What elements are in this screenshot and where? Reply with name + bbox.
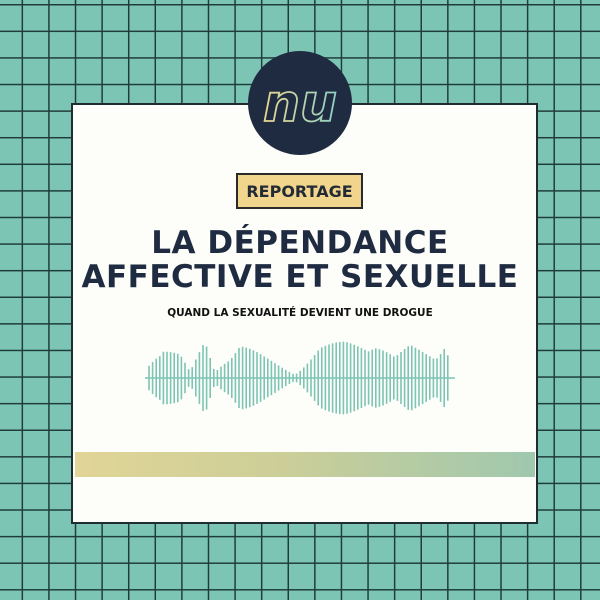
nu-logo-icon: nu <box>262 73 338 133</box>
title-line-2: AFFECTIVE ET SEXUELLE <box>81 259 519 295</box>
progress-bar[interactable] <box>75 452 535 477</box>
svg-text:nu: nu <box>263 74 337 133</box>
episode-subtitle: QUAND LA SEXUALITÉ DEVIENT UNE DROGUE <box>167 307 433 319</box>
nu-logo: nu <box>248 51 352 155</box>
reportage-badge: REPORTAGE <box>236 173 363 209</box>
audio-waveform <box>145 341 455 415</box>
title-line-1: LA DÉPENDANCE <box>151 225 449 261</box>
episode-title: LA DÉPENDANCE AFFECTIVE ET SEXUELLE <box>0 226 600 294</box>
